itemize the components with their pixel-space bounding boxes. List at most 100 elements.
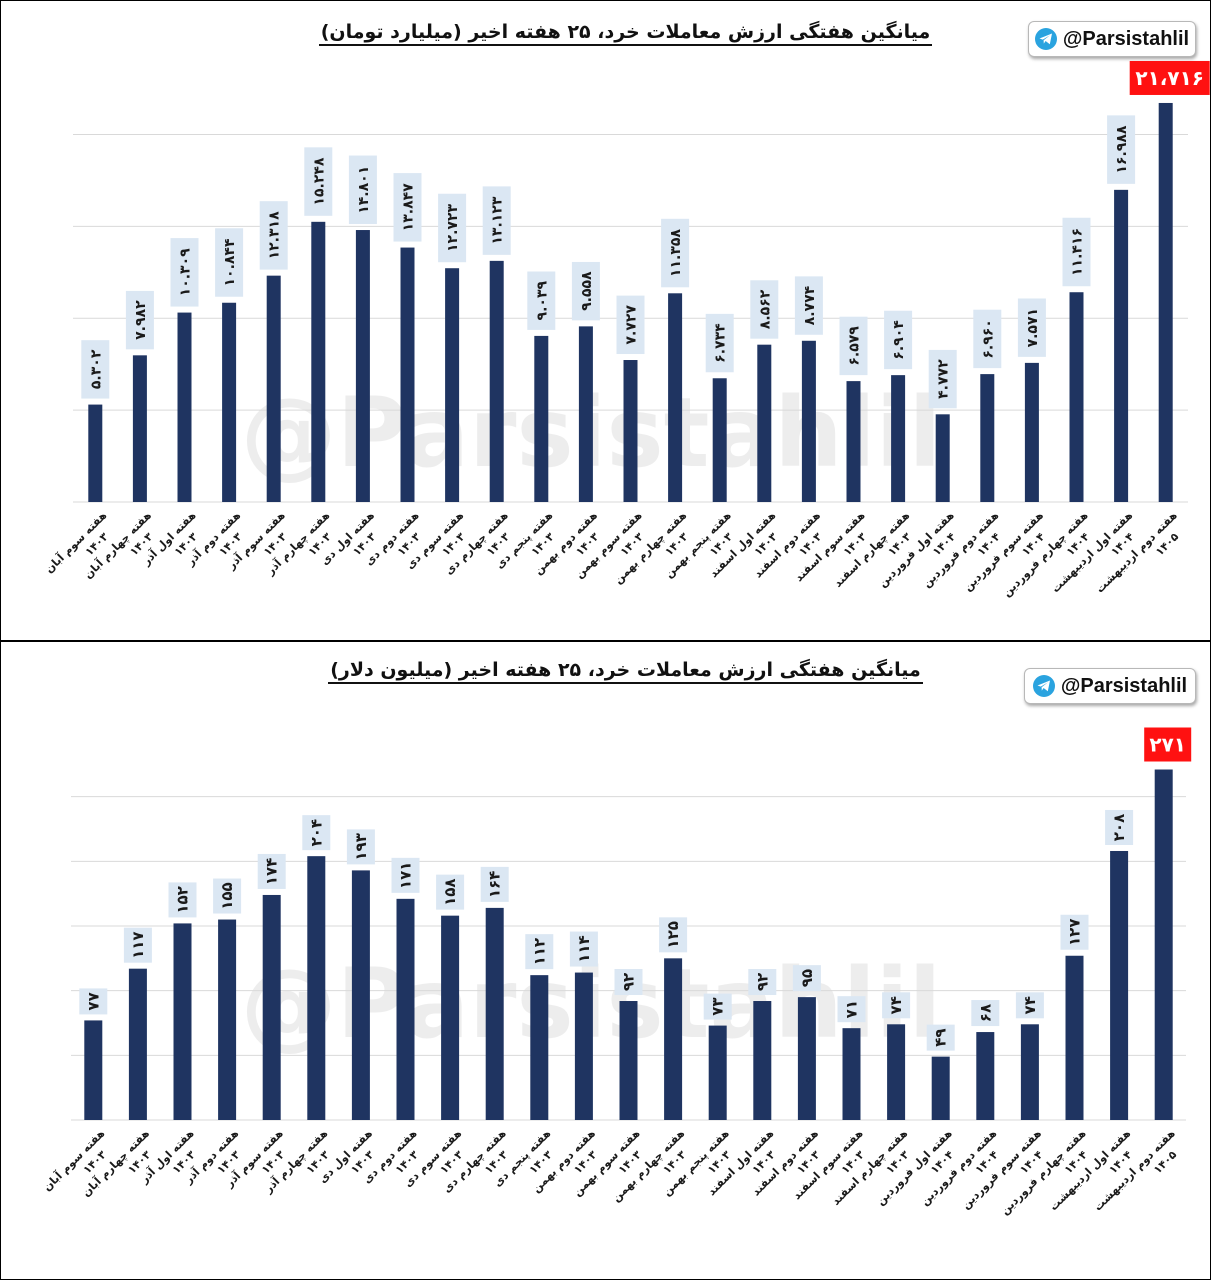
bar-value-label: ۱۹۳ [352,833,370,860]
bar [1020,1024,1039,1120]
channel-handle: @Parsistahlil [1062,27,1190,50]
bar-value-label: ۱۷۱ [397,862,415,889]
bar-value-label: ۷.۹۸۲ [133,300,149,340]
bar [887,1024,906,1120]
bar-value-label: ۷۴ [887,996,905,1014]
bar-value-label: ۱۵۵ [218,882,236,909]
bar [1114,189,1129,502]
bar-value-label-box [884,310,913,370]
bar-value-label-box [304,147,333,216]
bar [976,1032,995,1120]
bar-value-label: ۱۳.۸۴۷ [401,183,417,231]
bar-value-label-box [750,280,779,339]
bar [400,247,415,502]
telegram-channel-badge[interactable]: @Parsistahlil [1028,21,1196,57]
bar-value-label-box [616,295,645,355]
bar [307,856,326,1120]
bar [1110,850,1129,1120]
bar-value-label-box [928,349,957,409]
bar-value-label: ۹.۵۵۸ [579,271,595,311]
bar-value-label-box [882,992,911,1019]
bar-value-label: ۱۷۴ [263,858,281,885]
bar-value-label: ۱۰.۸۴۴ [222,238,238,286]
bar-value-label-box [1062,217,1091,287]
telegram-channel-badge[interactable]: @Parsistahlil [1024,668,1196,704]
bar-value-label: ۶۸ [976,1004,994,1022]
bar-value-label: ۱۵۸ [441,878,459,905]
bar [574,972,593,1120]
bar [797,997,816,1120]
bar [445,268,460,502]
bar [1154,769,1173,1120]
bar [84,1020,103,1120]
bar-value-label: ۷۷ [84,992,102,1010]
bar [664,958,683,1120]
bar-value-label-box [125,290,154,350]
bar-value-label: ۱۲۵ [664,921,682,948]
bar-value-label: ۱۶.۹۸۸ [1114,125,1130,173]
bar-value-label: ۱۶۴ [486,871,504,898]
bar-value-label-box [257,853,286,889]
bar-value-label-box [926,1024,955,1051]
bar [1158,102,1173,502]
bar-value-label-box [661,218,690,288]
bar [712,378,727,502]
bar [753,1001,772,1120]
bar-value-label: ۲۰۴ [307,819,325,846]
bar-value-label-box [748,969,777,996]
chart-title: میانگین هفتگی ارزش معاملات خرد، ۲۵ هفته … [1,21,1210,46]
bar-value-label: ۴۹ [932,1028,950,1046]
bar [485,907,504,1120]
bar-value-label-box [794,276,823,335]
bar [530,975,549,1120]
bar-value-label-box [259,201,288,270]
bar-value-label-box [215,228,244,297]
bar [846,381,861,502]
bar-value-label-box [438,193,467,263]
bar-value-label: ۵.۳۰۲ [88,349,104,389]
bar [177,312,192,502]
bar [266,275,281,502]
bar [757,344,772,502]
bar-value-label-box [81,340,110,399]
bar [668,293,683,502]
channel-handle: @Parsistahlil [1060,674,1188,697]
bar-value-label-box [837,996,866,1023]
bar-value-label: ۱۴.۸۰۱ [356,166,372,214]
bar [222,302,237,502]
bar-value-label: ۹.۰۳۹ [534,281,550,321]
bar-value-label-box [1105,809,1134,845]
bar-value-label-box [79,988,108,1015]
bar-value-label: ۱۵.۲۴۸ [311,157,327,205]
bar [173,923,192,1120]
bar-value-label: ۷.۵۷۱ [1025,308,1041,348]
bar [351,870,370,1120]
bar [311,221,326,502]
bar [619,1001,638,1120]
bar-value-label: ۱۱.۴۱۶ [1070,228,1086,276]
bar-value-label-box [436,874,465,910]
bar-value-label: ۸.۷۷۴ [802,285,818,325]
bar-value-label-box [614,969,643,996]
bar-value-label: ۹۲ [620,973,638,991]
bar [578,326,593,502]
bar-value-label: ۱۱.۳۵۸ [668,229,684,277]
bar-value-label-box [302,815,331,851]
bar [801,340,816,502]
bar [842,1028,861,1120]
bar-value-label-box [348,155,377,225]
bar-value-label-box [525,934,554,970]
bar-value-label-box [792,965,821,992]
bar-value-label-box [393,173,422,242]
bar-value-label-box [213,878,242,914]
bar [1069,292,1084,502]
bar-value-label-box [480,866,509,902]
bar-value-label: ۱۲.۷۲۳ [445,204,461,252]
bar [935,414,950,502]
bar-value-label-box [703,993,732,1020]
bar-value-label: ۱۲۷ [1066,919,1084,946]
bar-value-label-box [1017,298,1046,357]
bar-value-label: ۷۱ [843,1000,861,1018]
